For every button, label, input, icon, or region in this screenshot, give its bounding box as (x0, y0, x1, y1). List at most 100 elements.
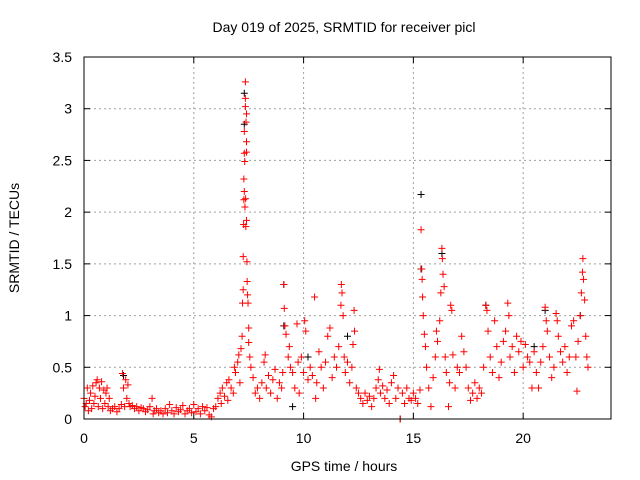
data-point-red (528, 384, 536, 392)
data-point-red (383, 386, 391, 394)
data-point-red (553, 317, 561, 325)
data-point-red (546, 353, 554, 361)
data-point-red (330, 353, 338, 361)
data-point-red (361, 389, 369, 397)
data-point-red (548, 374, 556, 382)
data-point-red (273, 394, 281, 402)
data-point-black (240, 89, 248, 97)
data-point-red (289, 368, 297, 376)
data-point-red (103, 384, 111, 392)
data-point-red (239, 253, 247, 261)
data-point-red (482, 301, 490, 309)
data-point-red (240, 127, 248, 135)
data-point-red (236, 379, 244, 387)
data-point-red (105, 394, 113, 402)
data-point-red (582, 332, 590, 340)
data-point-red (81, 403, 89, 411)
data-point-red (530, 348, 538, 356)
data-point-red (483, 306, 491, 314)
data-point-red (499, 337, 507, 345)
x-tick-label: 5 (190, 430, 198, 446)
data-point-red (425, 384, 433, 392)
data-point-red (194, 405, 202, 413)
data-point-red (390, 372, 398, 380)
y-tick-label: 0.5 (53, 359, 73, 375)
data-point-red (579, 255, 587, 263)
data-point-red (403, 384, 411, 392)
data-point-red (338, 289, 346, 297)
data-point-red (249, 374, 257, 382)
data-point-red (401, 399, 409, 407)
data-point-red (261, 351, 269, 359)
data-point-red (542, 317, 550, 325)
data-point-red (344, 358, 351, 366)
data-point-red (439, 270, 447, 278)
data-point-red (242, 195, 250, 203)
data-point-red (317, 363, 325, 371)
data-point-red (216, 389, 224, 397)
x-tick-label: 20 (515, 430, 531, 446)
y-tick-label: 0 (64, 411, 72, 427)
data-point-red (436, 317, 444, 325)
data-point-black (344, 332, 351, 340)
data-point-red (306, 363, 314, 371)
data-point-red (462, 363, 470, 371)
data-point-red (199, 403, 207, 411)
data-point-red (203, 404, 211, 412)
data-point-red (354, 389, 362, 397)
data-point-red (242, 148, 250, 156)
data-point-red (256, 394, 264, 402)
data-point-red (92, 379, 100, 387)
y-tick-label: 3 (64, 101, 72, 117)
data-point-red (417, 226, 425, 234)
data-point-red (535, 384, 543, 392)
data-point-red (235, 351, 243, 359)
data-point-red (146, 403, 154, 411)
data-point-red (297, 353, 305, 361)
data-point-red (258, 379, 266, 387)
data-point-red (301, 317, 309, 325)
data-point-red (524, 353, 532, 361)
chart-title: Day 019 of 2025, SRMTID for receiver pic… (213, 19, 476, 35)
data-point-red (319, 384, 327, 392)
data-point-red (554, 332, 562, 340)
data-point-red (441, 353, 449, 361)
data-point-red (328, 374, 336, 382)
data-point-red (416, 386, 424, 394)
data-point-red (519, 363, 527, 371)
data-point-red (285, 343, 293, 351)
y-tick-label: 2.5 (53, 152, 73, 168)
data-point-red (517, 337, 525, 345)
data-point-red (85, 396, 93, 404)
data-point-red (577, 289, 585, 297)
data-point-red (583, 353, 591, 361)
data-point-red (179, 402, 187, 410)
data-point-red (230, 363, 238, 371)
data-point-red (349, 341, 357, 349)
data-point-red (453, 363, 461, 371)
data-point-red (447, 301, 455, 309)
data-point-red (313, 379, 321, 387)
data-point-red (212, 403, 220, 411)
data-point-red (264, 372, 272, 380)
data-point-red (505, 312, 513, 320)
data-point-red (232, 368, 240, 376)
data-point-red (279, 368, 287, 376)
data-point-red (247, 363, 255, 371)
data-point-red (445, 403, 453, 411)
data-point-red (532, 368, 540, 376)
data-point-red (243, 258, 251, 266)
data-point-red (242, 118, 250, 126)
data-point-red (510, 368, 518, 376)
data-point-red (246, 353, 254, 361)
data-point-red (434, 337, 442, 345)
data-point-red (311, 293, 319, 301)
data-point-red (190, 401, 198, 409)
data-point-red (563, 368, 571, 376)
data-point-red (385, 399, 393, 407)
data-point-red (91, 392, 99, 400)
data-point-red (576, 312, 584, 320)
data-point-red (446, 379, 454, 387)
data-point-red (363, 396, 371, 404)
data-point-red (376, 389, 384, 397)
